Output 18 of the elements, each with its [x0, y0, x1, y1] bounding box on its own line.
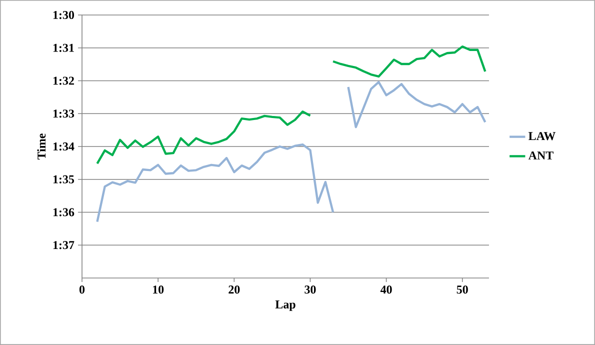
x-tick-label: 30 [304, 286, 316, 294]
x-tick-label: 10 [153, 286, 164, 294]
y-tick-label: 1:37 [53, 241, 74, 250]
x-tick-label: 20 [228, 286, 240, 294]
y-tick-label: 1:35 [53, 175, 74, 184]
y-tick-label: 1:34 [53, 142, 74, 151]
y-tick-label: 1:33 [53, 110, 74, 118]
y-tick-label: 1:31 [53, 44, 74, 52]
legend-label: LAW [528, 132, 556, 140]
x-tick-label: 50 [456, 286, 468, 294]
y-tick-label: 1:30 [53, 10, 74, 20]
x-tick-label: 40 [380, 286, 392, 294]
legend-label: ANT [528, 152, 554, 160]
y-axis-title: Time [37, 134, 46, 160]
x-axis-title: Lap [275, 300, 296, 311]
y-tick-label: 1:36 [53, 208, 74, 216]
x-tick-label: 0 [79, 286, 85, 294]
y-tick-label: 1:32 [53, 76, 74, 85]
